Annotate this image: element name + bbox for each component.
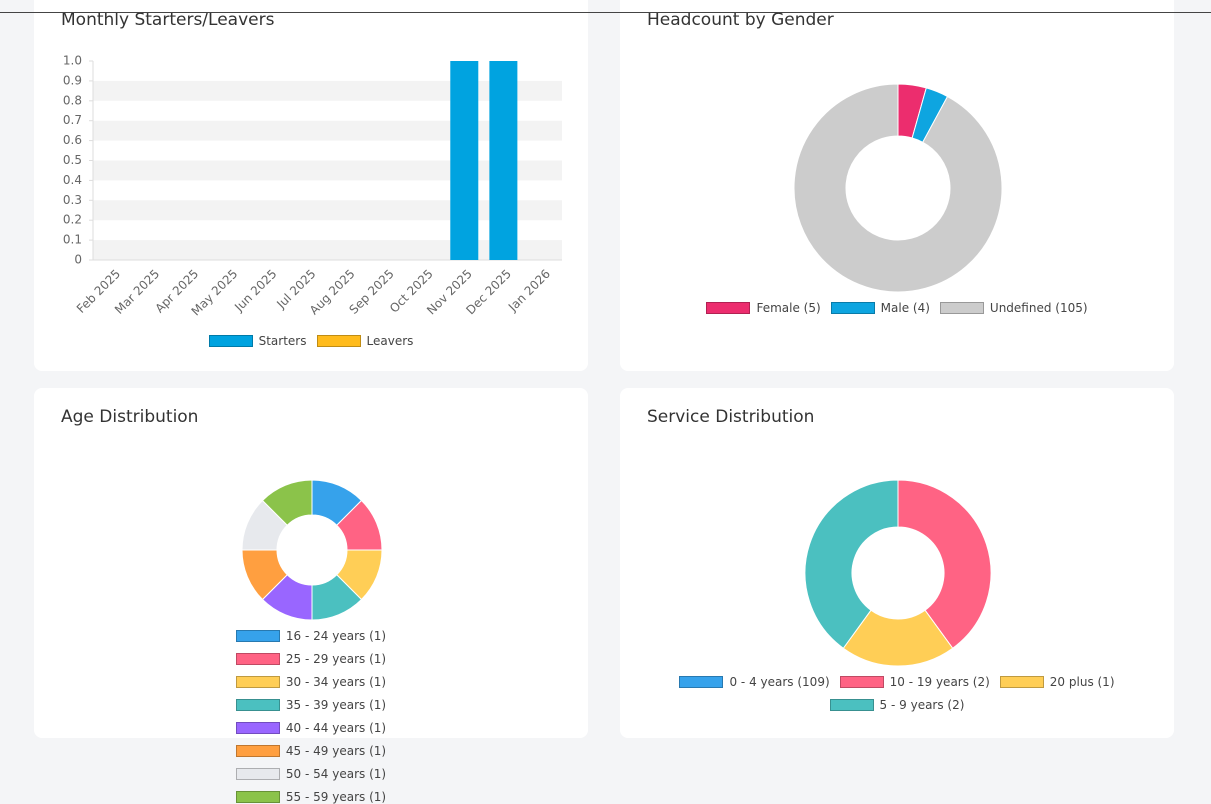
grid-band: [93, 160, 562, 181]
legend-item[interactable]: 10 - 19 years (2): [839, 675, 990, 689]
y-tick-label: 0.9: [63, 73, 82, 87]
legend-swatch: [235, 768, 280, 780]
chart-title: Service Distribution: [647, 407, 815, 427]
y-tick-label: 0.4: [63, 173, 82, 187]
legend-item[interactable]: Starters: [208, 334, 307, 348]
legend-swatch: [999, 676, 1044, 688]
y-tick-label: 0.8: [63, 93, 82, 107]
legend: 0 - 4 years (109) 10 - 19 years (2) 20 plu…: [677, 675, 1117, 712]
legend-item[interactable]: 50 - 54 years (1): [235, 767, 387, 781]
chart-title: Age Distribution: [61, 407, 199, 427]
legend-item[interactable]: 20 plus (1): [999, 675, 1115, 689]
legend-swatch: [939, 302, 984, 314]
legend-swatch: [830, 302, 875, 314]
legend-swatch: [679, 676, 724, 688]
legend-label: Female (5): [756, 301, 821, 315]
legend-label: 50 - 54 years (1): [285, 767, 387, 781]
legend-item[interactable]: 35 - 39 years (1): [235, 698, 387, 712]
y-tick-label: 0.3: [63, 193, 82, 207]
legend-item[interactable]: Undefined (105): [939, 301, 1088, 315]
slice: [804, 479, 899, 649]
legend-label: Undefined (105): [989, 301, 1088, 315]
legend-item[interactable]: 25 - 29 years (1): [235, 652, 387, 666]
legend: Female (5) Male (4) Undefined (105): [647, 301, 1147, 315]
legend-swatch: [706, 302, 751, 314]
legend-item[interactable]: 5 - 9 years (2): [829, 698, 965, 712]
legend-item[interactable]: Female (5): [706, 301, 821, 315]
x-tick-label: Jan 2026: [505, 267, 553, 315]
card: Service Distribution 0 - 4 years (109) 10…: [620, 388, 1174, 738]
grid-band: [93, 200, 562, 221]
x-tick-label: Jun 2025: [231, 267, 279, 315]
legend-label: Starters: [258, 334, 307, 348]
legend-item[interactable]: 45 - 49 years (1): [235, 744, 387, 758]
y-tick-label: 0.5: [63, 153, 82, 167]
legend-label: Male (4): [880, 301, 930, 315]
y-tick-label: 0.6: [63, 133, 82, 147]
legend-label: 0 - 4 years (109): [729, 675, 830, 689]
legend-swatch: [316, 335, 361, 347]
legend-item[interactable]: 55 - 59 years (1): [235, 790, 387, 804]
chart-title: Headcount by Gender: [647, 10, 834, 30]
legend-label: 20 plus (1): [1049, 675, 1115, 689]
legend-label: 10 - 19 years (2): [889, 675, 990, 689]
bar: [450, 61, 479, 260]
slice: [897, 479, 992, 649]
card: Headcount by Gender Female (5) Male (4) Un…: [620, 0, 1174, 371]
legend-swatch: [235, 653, 280, 665]
legend-item[interactable]: 0 - 4 years (109): [679, 675, 830, 689]
legend-item[interactable]: 30 - 34 years (1): [235, 675, 387, 689]
y-tick-label: 1.0: [63, 54, 82, 68]
legend-item[interactable]: 16 - 24 years (1): [235, 629, 387, 643]
legend-swatch: [235, 745, 280, 757]
legend-item[interactable]: Male (4): [830, 301, 930, 315]
legend-swatch: [235, 630, 280, 642]
legend-label: Leavers: [366, 334, 414, 348]
y-tick-label: 0: [74, 253, 82, 267]
grid-band: [93, 240, 562, 260]
grid-band: [93, 80, 562, 101]
legend-label: 55 - 59 years (1): [285, 790, 387, 804]
top-border: [0, 12, 1211, 13]
y-tick-label: 0.1: [63, 233, 82, 247]
legend-swatch: [839, 676, 884, 688]
legend-label: 5 - 9 years (2): [879, 698, 965, 712]
legend-item[interactable]: Leavers: [316, 334, 414, 348]
slice: [793, 83, 1003, 293]
legend-swatch: [235, 791, 280, 803]
legend-swatch: [208, 335, 253, 347]
legend-label: 16 - 24 years (1): [285, 629, 387, 643]
legend-swatch: [829, 699, 874, 711]
legend-label: 30 - 34 years (1): [285, 675, 387, 689]
grid-band: [93, 120, 562, 141]
chart-title: Monthly Starters/Leavers: [61, 10, 275, 30]
legend-label: 35 - 39 years (1): [285, 698, 387, 712]
legend-swatch: [235, 699, 280, 711]
legend-label: 45 - 49 years (1): [285, 744, 387, 758]
bar: [489, 61, 518, 260]
legend-label: 25 - 29 years (1): [285, 652, 387, 666]
legend-swatch: [235, 676, 280, 688]
slice: [261, 479, 313, 526]
legend: Starters Leavers: [34, 334, 588, 348]
y-tick-label: 0.2: [63, 213, 82, 227]
y-tick-label: 0.7: [63, 113, 82, 127]
